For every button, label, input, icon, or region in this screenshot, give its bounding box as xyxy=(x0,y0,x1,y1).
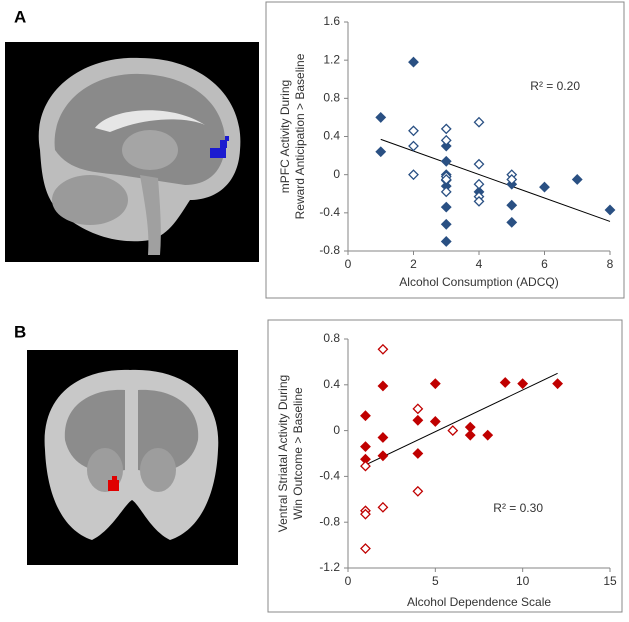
y-tick-label: -1.2 xyxy=(319,560,340,574)
y-tick-label: 0.8 xyxy=(323,331,340,345)
data-point xyxy=(440,236,452,247)
y-tick-label: -0.8 xyxy=(319,243,340,257)
data-point xyxy=(440,186,452,198)
y-tick-label: -0.4 xyxy=(319,469,340,483)
y-axis-label: Ventral Striatal Activity During xyxy=(276,375,290,532)
data-point xyxy=(377,450,389,462)
data-point xyxy=(473,116,485,128)
x-tick-label: 6 xyxy=(541,257,548,271)
data-point xyxy=(360,410,371,422)
data-point xyxy=(360,543,371,554)
x-tick-label: 8 xyxy=(607,257,614,271)
data-point xyxy=(517,378,529,390)
data-point xyxy=(408,140,419,152)
trend-line xyxy=(365,372,558,466)
data-point xyxy=(552,378,564,390)
y-tick-label: 0 xyxy=(333,167,340,181)
trend-line xyxy=(380,138,611,222)
data-point xyxy=(440,174,452,185)
data-point xyxy=(375,111,387,123)
data-point xyxy=(539,181,550,193)
r-squared-annotation: R² = 0.30 xyxy=(493,501,543,515)
data-point xyxy=(429,378,441,390)
data-point xyxy=(360,508,371,520)
data-point xyxy=(506,199,518,211)
y-tick-label: 0.4 xyxy=(323,129,340,143)
y-tick-label: 0.8 xyxy=(323,91,340,105)
y-tick-label: 0.4 xyxy=(323,377,340,391)
data-point xyxy=(412,448,424,459)
r-squared-annotation: R² = 0.20 xyxy=(530,79,580,93)
data-point xyxy=(440,218,452,230)
chart-frame xyxy=(265,1,625,299)
data-point xyxy=(440,140,452,152)
y-tick-label: 0 xyxy=(333,423,340,437)
data-point xyxy=(377,380,389,392)
brain-image-coronal xyxy=(27,350,238,565)
data-point xyxy=(377,343,389,355)
y-tick-label: 1.6 xyxy=(323,14,340,28)
x-tick-label: 2 xyxy=(410,257,417,271)
data-point xyxy=(408,56,419,68)
x-axis-label: Alcohol Dependence Scale xyxy=(407,595,551,609)
y-tick-label: -0.4 xyxy=(319,205,340,219)
data-point xyxy=(408,125,419,137)
data-point xyxy=(473,195,485,207)
y-axis-label: mPFC Activity During xyxy=(278,80,292,193)
data-point xyxy=(499,377,511,388)
data-point xyxy=(464,429,476,441)
y-axis-label: Reward Anticipation > Baseline xyxy=(293,53,307,219)
data-point xyxy=(506,216,518,228)
data-point xyxy=(440,201,452,213)
y-tick-label: -0.8 xyxy=(319,514,340,528)
data-point xyxy=(604,204,616,216)
data-point xyxy=(473,178,485,190)
x-tick-label: 15 xyxy=(603,574,617,588)
data-point xyxy=(571,174,583,185)
data-point xyxy=(482,429,494,441)
brain-image-sagittal xyxy=(5,42,259,262)
data-point xyxy=(412,485,424,497)
data-point xyxy=(377,432,389,443)
chart-frame xyxy=(267,319,623,613)
data-point xyxy=(440,134,452,146)
x-tick-label: 0 xyxy=(345,574,352,588)
x-tick-label: 10 xyxy=(516,574,530,588)
x-axis-label: Alcohol Consumption (ADCQ) xyxy=(399,275,558,289)
data-point xyxy=(408,169,419,181)
panel-label: B xyxy=(14,322,26,341)
panel-label: A xyxy=(14,7,26,26)
data-point xyxy=(447,425,459,437)
x-tick-label: 5 xyxy=(432,574,439,588)
data-point xyxy=(429,416,441,427)
y-tick-label: 1.2 xyxy=(323,52,340,66)
y-axis-label: Win Outcome > Baseline xyxy=(291,387,305,520)
data-point xyxy=(377,501,389,513)
data-point xyxy=(412,403,424,415)
data-point xyxy=(375,146,387,158)
data-point xyxy=(360,460,371,472)
x-tick-label: 0 xyxy=(345,257,352,271)
data-point xyxy=(440,155,452,167)
data-point xyxy=(360,441,371,453)
x-tick-label: 4 xyxy=(476,257,483,271)
data-point xyxy=(412,414,424,426)
data-point xyxy=(440,123,452,135)
data-point xyxy=(473,158,485,170)
data-point xyxy=(506,174,518,185)
